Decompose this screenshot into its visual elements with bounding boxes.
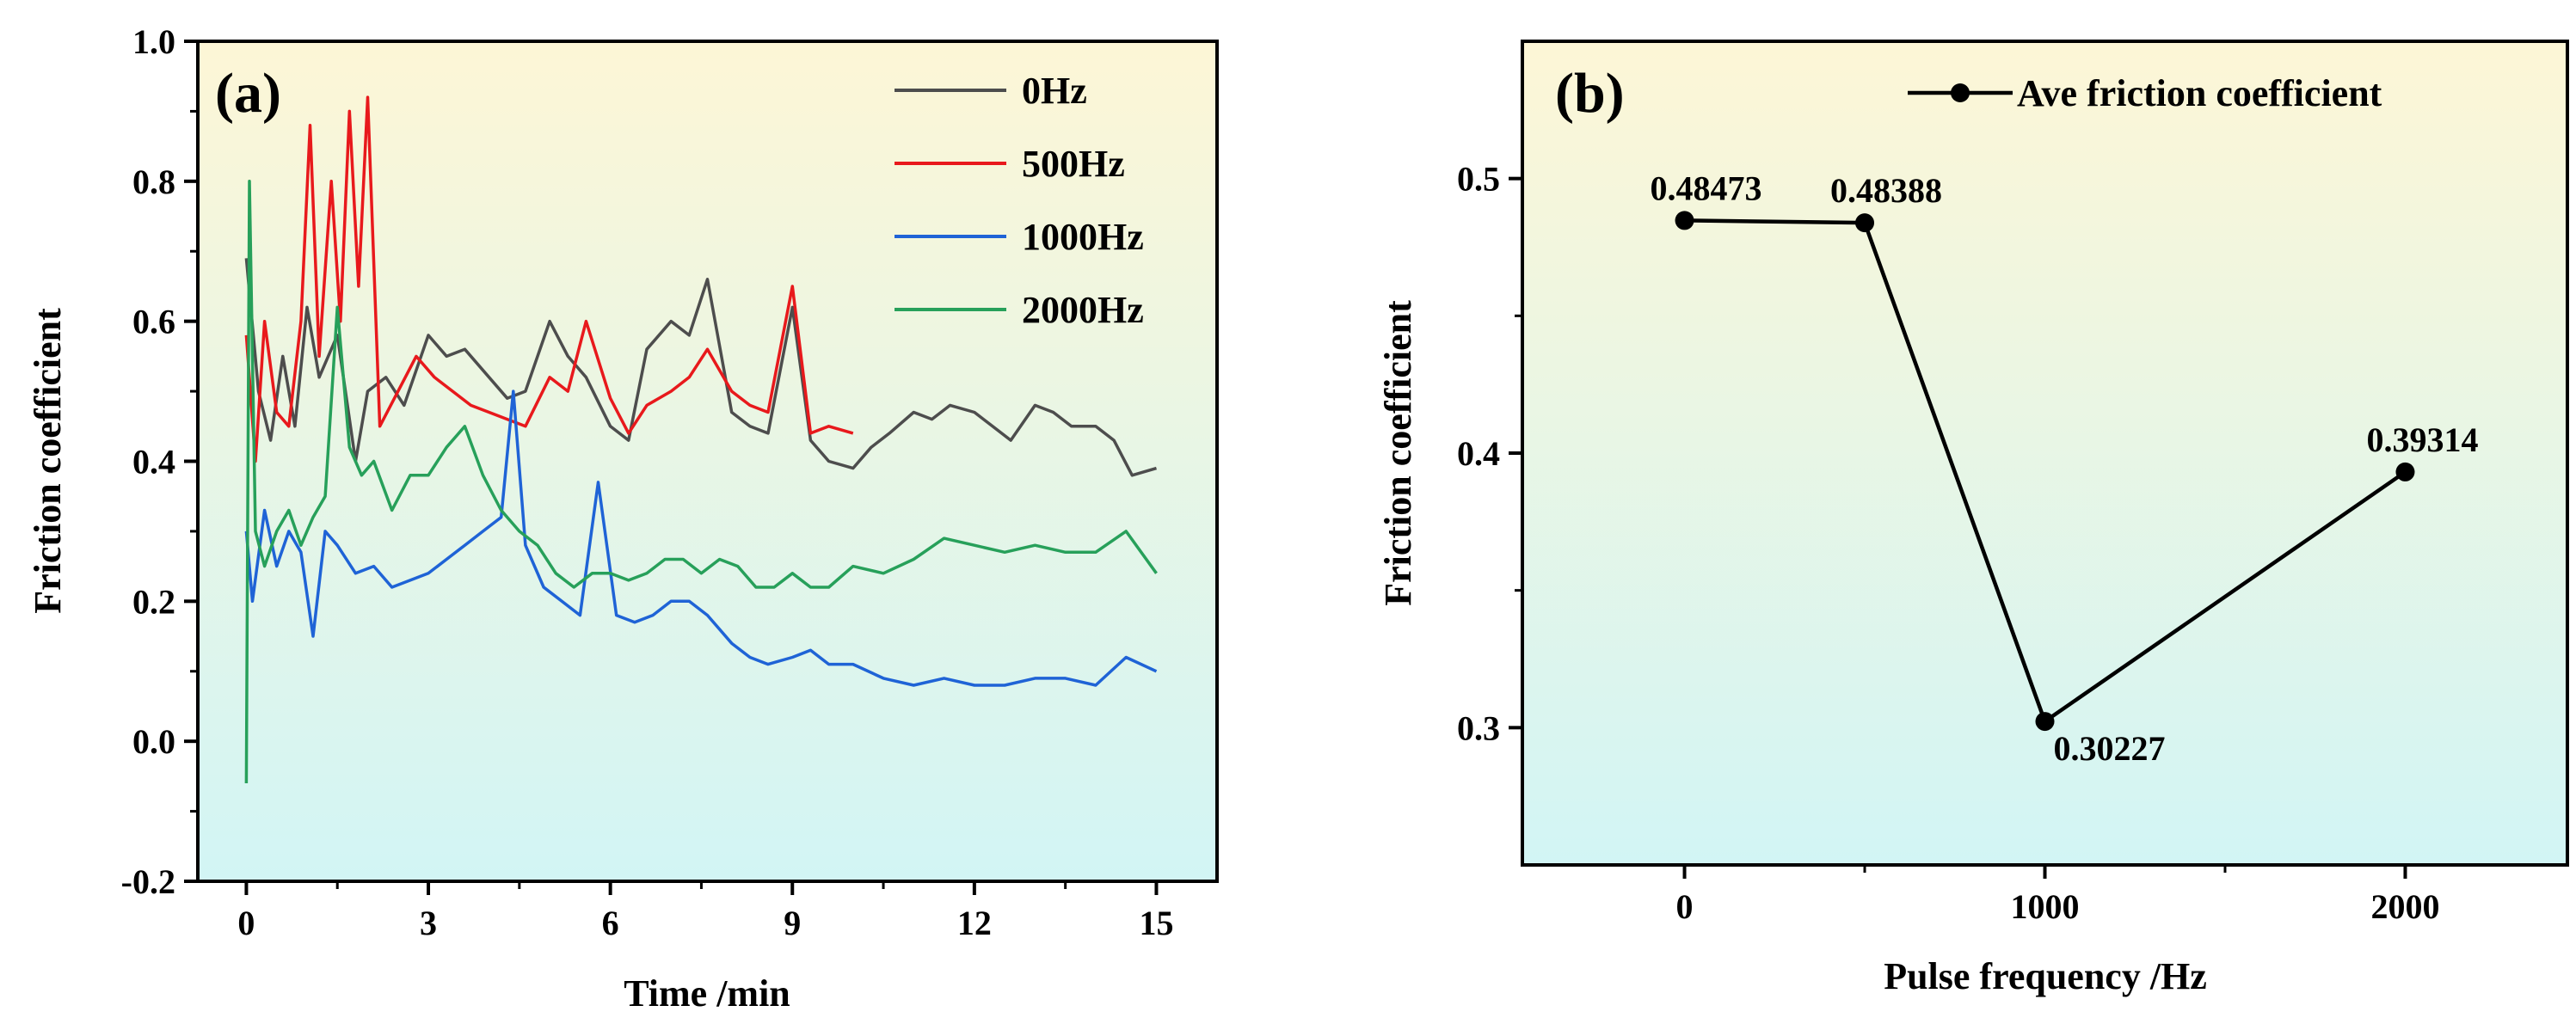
- x-tick-label: 0: [237, 904, 255, 942]
- data-point: [2395, 462, 2415, 481]
- panel-label-b: (b): [1555, 62, 1625, 125]
- y-ticks-a: -0.2 0.0 0.2 0.4 0.6 0.8 1.0: [121, 22, 198, 901]
- x-axis-title-b: Pulse frequency /Hz: [1884, 955, 2207, 997]
- data-label: 0.48473: [1651, 169, 1762, 207]
- y-tick-label: 0.0: [132, 722, 175, 761]
- y-ticks-b: 0.3 0.4 0.5: [1457, 160, 1522, 747]
- legend-label: 0Hz: [1022, 70, 1087, 112]
- data-label: 0.48388: [1830, 171, 1942, 210]
- y-axis-title-a: Friction coefficient: [27, 308, 69, 614]
- data-label: 0.30227: [2054, 729, 2166, 768]
- y-tick-label: 0.8: [132, 162, 175, 201]
- chart-b: 0.48473 0.48388 0.30227 0.39314 0 1000 2000 0…: [1377, 40, 2569, 997]
- legend-a: 0Hz 500Hz 1000Hz 2000Hz: [895, 70, 1144, 331]
- y-axis-title-b: Friction coefficient: [1377, 300, 1419, 606]
- y-tick-label: 0.3: [1457, 708, 1500, 747]
- x-tick-label: 9: [784, 904, 801, 942]
- x-ticks-b: 0 1000 2000: [1676, 865, 2439, 926]
- y-tick-label: 0.4: [1457, 434, 1500, 473]
- data-point: [1675, 211, 1694, 230]
- x-tick-label: 1000: [2011, 887, 2080, 926]
- panel-label-a: (a): [215, 62, 281, 125]
- chart-a: 0 3 6 9 12 15 -0.2 0.0 0.2 0.4 0.6 0.8 1.0 (a) Time…: [27, 22, 1219, 1015]
- y-tick-label: 0.5: [1457, 160, 1500, 199]
- series-group-b: 0.48473 0.48388 0.30227 0.39314: [1651, 169, 2479, 768]
- legend-label: 2000Hz: [1022, 289, 1144, 331]
- series-line-2000hz: [244, 180, 1158, 784]
- series-group-a: [244, 95, 1158, 784]
- y-tick-label: -0.2: [121, 862, 175, 901]
- legend-label: 500Hz: [1022, 143, 1125, 185]
- legend-label: 1000Hz: [1022, 216, 1144, 258]
- x-tick-label: 2000: [2370, 887, 2439, 926]
- y-tick-label: 0.6: [132, 303, 175, 341]
- legend-label: Ave friction coefficient: [2017, 72, 2382, 114]
- x-tick-label: 3: [420, 904, 437, 942]
- legend-marker: [1951, 83, 1970, 102]
- data-label: 0.39314: [2366, 420, 2478, 459]
- x-tick-label: 15: [1139, 904, 1173, 942]
- plot-area-a: [196, 40, 1219, 883]
- y-tick-label: 0.2: [132, 582, 175, 621]
- x-tick-label: 12: [957, 904, 992, 942]
- series-line-1000hz: [244, 389, 1158, 687]
- x-tick-label: 0: [1676, 887, 1694, 926]
- x-axis-title-a: Time /min: [624, 972, 790, 1015]
- y-tick-label: 0.4: [132, 443, 175, 481]
- legend-b: Ave friction coefficient: [1908, 72, 2382, 114]
- series-line-500hz: [244, 95, 854, 463]
- data-point: [1855, 213, 1875, 233]
- y-tick-label: 1.0: [132, 22, 175, 61]
- data-point: [2035, 712, 2055, 732]
- series-line-average: [1684, 218, 2407, 725]
- x-tick-label: 6: [602, 904, 619, 942]
- x-ticks-a: 0 3 6 9 12 15: [237, 881, 1173, 942]
